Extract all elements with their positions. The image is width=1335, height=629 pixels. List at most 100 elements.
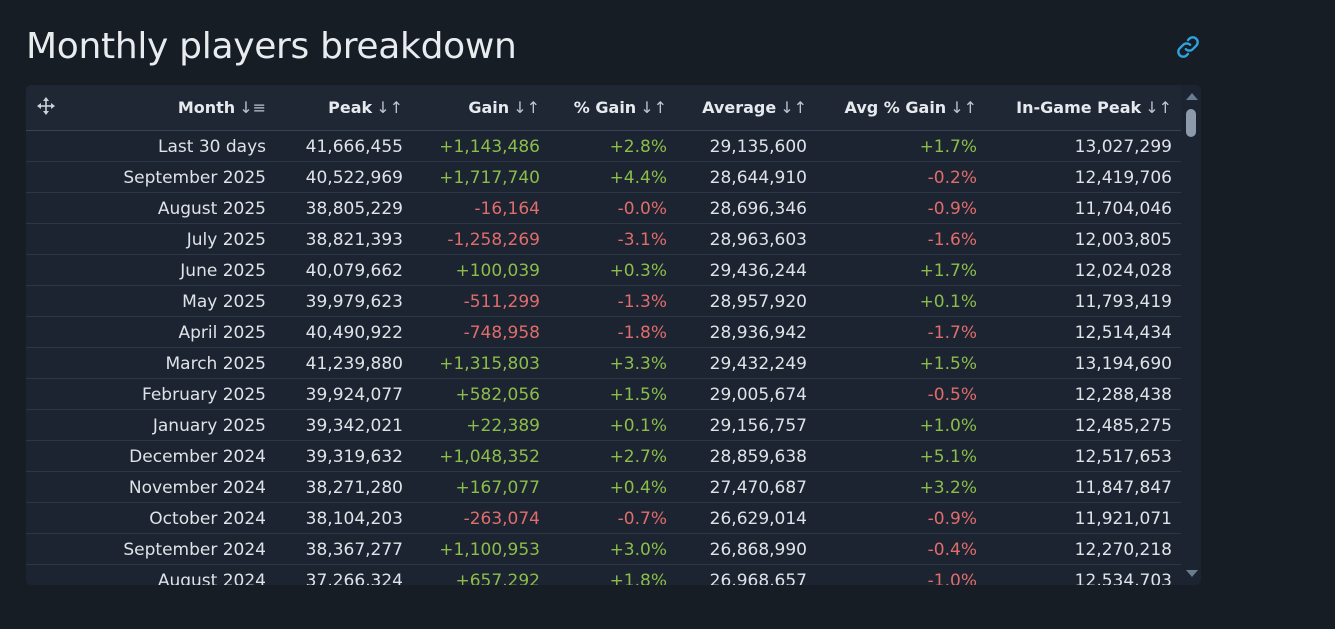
column-header-month[interactable]: Month ↓≡ [178,98,266,117]
cell-gain: +1,315,803 [439,354,540,374]
cell-in-game-peak: 13,194,690 [1074,354,1172,374]
cell-month: March 2025 [165,354,267,374]
cell-month: September 2025 [123,168,266,188]
column-header-label: Avg % Gain [844,98,947,117]
scroll-up-arrow-icon[interactable] [1186,93,1198,100]
cell-month: June 2025 [180,261,266,281]
cell-in-game-peak: 11,847,847 [1074,478,1172,498]
cell-month: August 2025 [157,199,266,219]
table-header: Month ↓≡ Peak ↓↑ Gain ↓↑% Gain ↓↑ Average ↓↑ Avg … [26,85,1181,131]
cell-pct-gain: -1.8% [617,323,667,343]
cell-pct-gain: +1.8% [609,571,667,585]
table-row[interactable]: July 2025 38,821,393 -1,258,269 -3.1% 28,963… [26,224,1181,255]
cell-peak: 38,104,203 [305,509,403,529]
cell-avg-pct-gain: -0.5% [927,385,977,405]
table-row[interactable]: Last 30 days 41,666,455 +1,143,486 +2.8% 29,… [26,131,1181,162]
cell-month: November 2024 [128,478,266,498]
monthly-players-table: Month ↓≡ Peak ↓↑ Gain ↓↑% Gain ↓↑ Average ↓↑ Avg … [26,85,1201,585]
table-row[interactable]: October 2024 38,104,203 -263,074 -0.7% 26,62… [26,503,1181,534]
column-header-label: Gain [468,98,510,117]
cell-gain: -748,958 [463,323,540,343]
cell-in-game-peak: 12,024,028 [1074,261,1172,281]
table-row[interactable]: December 2024 39,319,632 +1,048,352 +2.7% 28… [26,441,1181,472]
cell-pct-gain: +3.3% [609,354,667,374]
column-header-label: Month [177,98,236,117]
column-header-pct-gain[interactable]: % Gain ↓↑ [574,98,667,117]
cell-avg-pct-gain: -0.2% [927,168,977,188]
cell-average: 28,696,346 [709,199,807,219]
cell-gain: -511,299 [463,292,540,312]
cell-in-game-peak: 12,534,703 [1074,571,1172,585]
table-row[interactable]: June 2025 40,079,662 +100,039 +0.3% 29,436,2… [26,255,1181,286]
column-header-label: Average [702,98,777,117]
cell-average: 29,156,757 [709,416,807,436]
cell-month: October 2024 [149,509,266,529]
cell-peak: 39,342,021 [305,416,403,436]
sort-desc-icon: ↓≡ [239,98,266,117]
column-header-label: Peak [328,98,373,117]
table-row[interactable]: September 2024 38,367,277 +1,100,953 +3.0% 2… [26,534,1181,565]
cell-avg-pct-gain: -1.6% [927,230,977,250]
column-header-gain[interactable]: Gain ↓↑ [468,98,540,117]
move-icon[interactable] [36,96,56,116]
cell-month: August 2024 [157,571,266,585]
cell-in-game-peak: 11,921,071 [1074,509,1172,529]
cell-in-game-peak: 11,793,419 [1074,292,1172,312]
column-header-in-game-peak[interactable]: In-Game Peak ↓↑ [1016,98,1172,117]
table-row[interactable]: March 2025 41,239,880 +1,315,803 +3.3% 29,43… [26,348,1181,379]
cell-month: February 2025 [142,385,266,405]
cell-pct-gain: +0.4% [609,478,667,498]
table-row[interactable]: May 2025 39,979,623 -511,299 -1.3% 28,957,92… [26,286,1181,317]
table-row[interactable]: August 2025 38,805,229 -16,164 -0.0% 28,696,… [26,193,1181,224]
cell-pct-gain: +1.5% [609,385,667,405]
cell-peak: 41,666,455 [305,137,403,157]
cell-peak: 40,522,969 [305,168,403,188]
cell-average: 28,936,942 [709,323,807,343]
table-row[interactable]: November 2024 38,271,280 +167,077 +0.4% 27,4… [26,472,1181,503]
cell-gain: -1,258,269 [447,230,540,250]
cell-pct-gain: +2.7% [609,447,667,467]
table-row[interactable]: April 2025 40,490,922 -748,958 -1.8% 28,936,… [26,317,1181,348]
cell-peak: 39,924,077 [305,385,403,405]
cell-month: July 2025 [186,230,266,250]
table-row[interactable]: August 2024 37,266,324 +657,292 +1.8% 26,968… [26,565,1181,585]
column-header-peak[interactable]: Peak ↓↑ [328,98,403,117]
table-row[interactable]: January 2025 39,342,021 +22,389 +0.1% 29,156… [26,410,1181,441]
cell-avg-pct-gain: -1.0% [927,571,977,585]
cell-gain: +1,100,953 [439,540,540,560]
cell-pct-gain: +2.8% [609,137,667,157]
cell-pct-gain: +0.3% [609,261,667,281]
sort-icon: ↓↑ [376,98,403,117]
sort-icon: ↓↑ [1145,98,1172,117]
table-row[interactable]: September 2025 40,522,969 +1,717,740 +4.4% 2… [26,162,1181,193]
cell-avg-pct-gain: +1.7% [919,261,977,281]
cell-in-game-peak: 12,419,706 [1074,168,1172,188]
cell-average: 28,957,920 [709,292,807,312]
cell-peak: 37,266,324 [305,571,403,585]
cell-gain: +657,292 [455,571,540,585]
cell-in-game-peak: 11,704,046 [1074,199,1172,219]
column-header-average[interactable]: Average ↓↑ [702,98,807,117]
link-icon[interactable] [1175,34,1201,60]
cell-peak: 38,805,229 [305,199,403,219]
cell-pct-gain: -3.1% [617,230,667,250]
cell-peak: 39,979,623 [305,292,403,312]
cell-gain: -16,164 [474,199,540,219]
column-header-avg-pct-gain[interactable]: Avg % Gain ↓↑ [845,98,977,117]
cell-average: 26,629,014 [709,509,807,529]
cell-average: 29,432,249 [709,354,807,374]
cell-gain: -263,074 [463,509,540,529]
cell-average: 29,135,600 [709,137,807,157]
cell-peak: 40,490,922 [305,323,403,343]
cell-gain: +1,048,352 [439,447,540,467]
cell-average: 28,644,910 [709,168,807,188]
scrollbar-thumb[interactable] [1186,109,1196,137]
scroll-down-arrow-icon[interactable] [1186,570,1198,577]
cell-gain: +1,717,740 [439,168,540,188]
cell-avg-pct-gain: +1.5% [919,354,977,374]
table-row[interactable]: February 2025 39,924,077 +582,056 +1.5% 29,0… [26,379,1181,410]
cell-peak: 40,079,662 [305,261,403,281]
cell-gain: +582,056 [455,385,540,405]
scrollbar[interactable] [1181,85,1201,585]
cell-avg-pct-gain: -0.4% [927,540,977,560]
